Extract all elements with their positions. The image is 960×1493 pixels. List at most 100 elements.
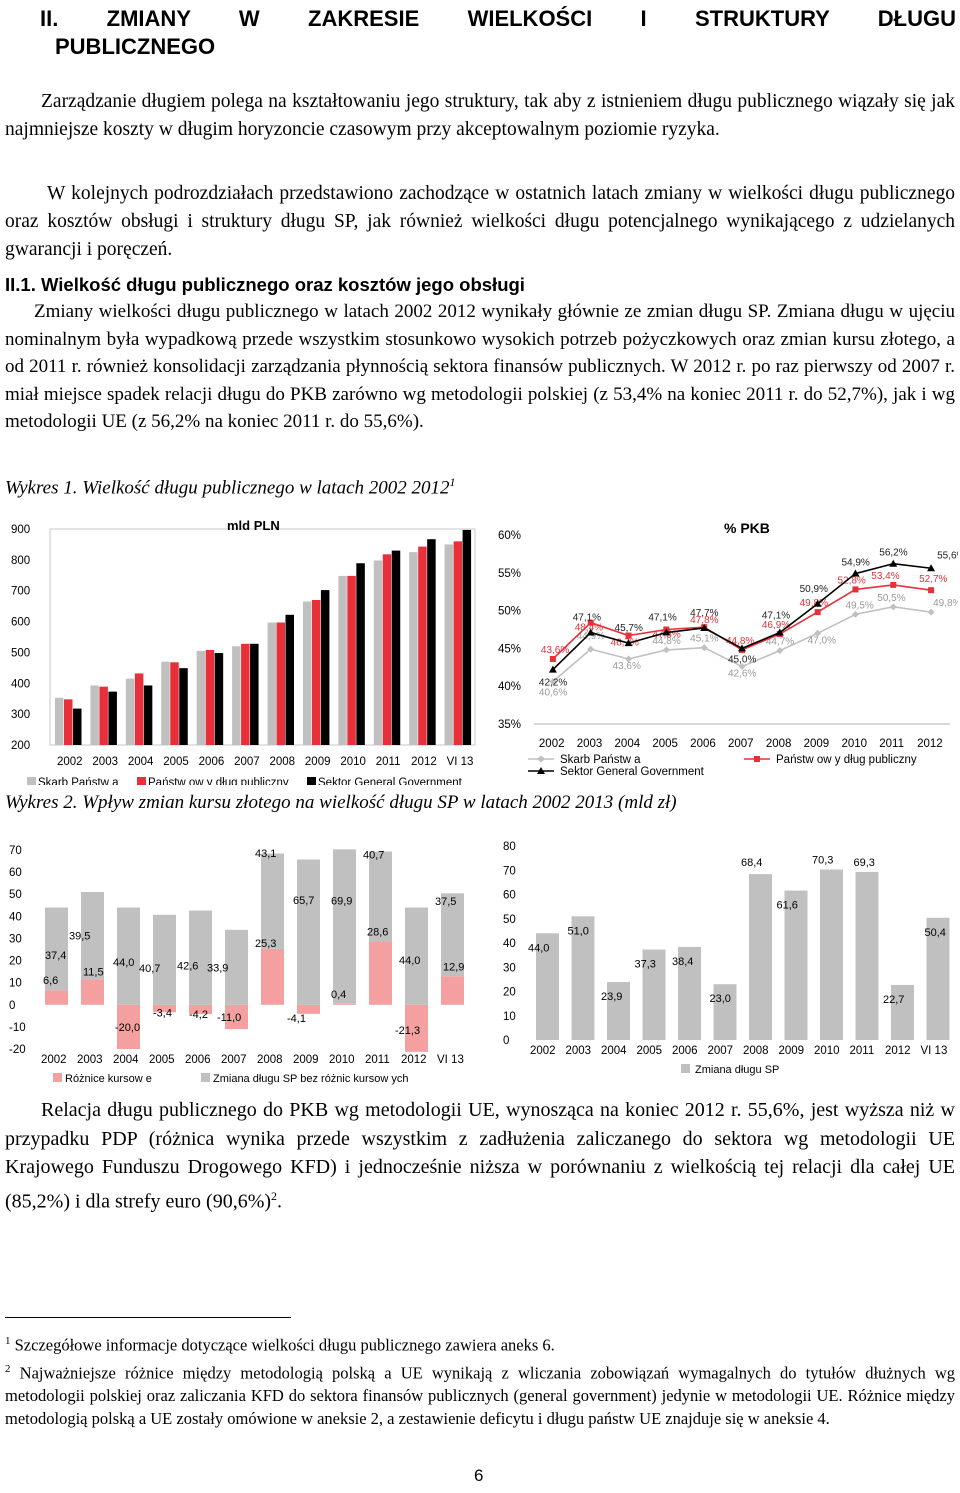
x-tick-label: 2003 (77, 1054, 103, 1066)
point-marker (814, 609, 821, 616)
x-tick-label: 2012 (401, 1054, 427, 1066)
legend-label: Skarb Państw a (560, 754, 641, 766)
data-label: 51,0 (568, 925, 589, 937)
y-tick-label: 900 (11, 524, 30, 536)
section-heading: II.1. Wielkość długu publicznego oraz ko… (5, 274, 525, 295)
point-marker (738, 663, 746, 671)
point-marker (814, 629, 822, 637)
x-tick-label: VI 13 (437, 1054, 464, 1066)
footnote-2-text: Najważniejsze różnice między metodologią… (5, 1363, 956, 1428)
bar-1 (276, 622, 285, 745)
data-label: 44,8% (726, 636, 754, 647)
bar-2 (391, 550, 401, 745)
point-marker (890, 581, 897, 588)
point-marker (889, 603, 897, 611)
bar-2 (179, 668, 188, 745)
y-tick-label: 0 (9, 1000, 15, 1012)
bar-debt-change (189, 910, 212, 1005)
bar-fx-diff (369, 941, 392, 1005)
point-marker (813, 599, 822, 607)
x-tick-label: 2012 (917, 738, 943, 750)
x-tick-label: 2007 (728, 738, 754, 750)
x-tick-label: 2010 (329, 1054, 355, 1066)
chapter-heading-line1: II. ZMIANY W ZAKRESIE WIELKOŚCI I STRUKT… (40, 6, 956, 31)
bar-0 (338, 575, 347, 745)
chart1-caption-text: Wykres 1. Wielkość długu publicznego w l… (5, 477, 450, 499)
data-label: 52,8% (837, 575, 865, 586)
data-label: 28,6 (367, 927, 388, 939)
data-label: 40,6% (539, 688, 567, 699)
y-tick-label: 60% (498, 530, 521, 542)
bar-debt-change (261, 853, 284, 949)
legend-label: Sektor General Government (560, 766, 705, 778)
data-label: 0,4 (331, 989, 346, 1001)
data-label: 69,3 (854, 857, 875, 869)
data-label: 37,4 (45, 950, 66, 962)
bar-fx-diff (81, 979, 104, 1005)
legend-label: Różnice kursow e (65, 1073, 152, 1085)
bar-1 (134, 673, 144, 745)
data-label: 37,5 (435, 896, 456, 908)
data-label: 50,5% (877, 593, 905, 604)
point-marker (851, 569, 860, 577)
bar-2 (462, 529, 472, 745)
bar-debt-change (225, 929, 248, 1005)
data-label: -4,1 (287, 1013, 306, 1025)
bar-debt-change (81, 892, 104, 980)
chapter-heading-line2: PUBLICZNEGO (55, 34, 216, 59)
footnote-1-number: 1 (5, 1335, 11, 1347)
y-tick-label: 35% (498, 719, 521, 731)
x-tick-label: 2011 (376, 756, 401, 768)
bar-0 (55, 697, 64, 745)
x-tick-label: 2009 (305, 756, 331, 768)
data-label: 61,6 (777, 900, 798, 912)
x-tick-label: 2004 (113, 1054, 139, 1066)
y-tick-label: 30 (9, 933, 22, 945)
bar-1 (99, 686, 108, 745)
legend-label: Zmiana długu SP (695, 1064, 779, 1076)
bar-0 (373, 560, 383, 745)
bar-0 (409, 552, 418, 745)
data-label: 68,4 (741, 857, 762, 869)
bar-fx-diff (297, 1004, 320, 1014)
legend-swatch (27, 777, 36, 785)
data-label: 40,7 (363, 850, 384, 862)
data-label: 47,8% (690, 615, 718, 626)
legend-label: Państw ow y dług publiczny (148, 777, 289, 785)
data-label: -20,0 (115, 1022, 140, 1034)
data-label: 44,0 (528, 942, 549, 954)
bar-2 (73, 708, 82, 745)
y-tick-label: -10 (9, 1022, 26, 1034)
x-tick-label: 2008 (257, 1054, 283, 1066)
legend-label: Państw ow y dług publiczny (776, 754, 917, 766)
bar-debt-change (369, 851, 392, 942)
footnote-divider (5, 1317, 291, 1318)
bar-debt-change (642, 949, 666, 1040)
x-tick-label: 2012 (411, 756, 437, 768)
y-tick-label: 50% (498, 606, 521, 618)
bar-2 (214, 653, 224, 745)
intro-paragraph-2: W kolejnych podrozdziałach przedstawiono… (5, 183, 955, 260)
x-tick-label: 2002 (539, 738, 565, 750)
chart-title: mld PLN (227, 518, 280, 533)
bar-1 (205, 649, 215, 745)
data-label: 25,3 (255, 938, 276, 950)
data-label: 49,5% (845, 600, 873, 611)
bar-1 (241, 643, 250, 745)
bar-debt-change (117, 907, 140, 1005)
data-label: 44,7% (766, 637, 794, 648)
bar-fx-diff (405, 1004, 428, 1052)
point-marker (586, 628, 595, 636)
intro-paragraph-1: Zarządzanie długiem polega na kształtowa… (5, 91, 955, 140)
bar-2 (108, 691, 117, 745)
data-label: 37,3 (635, 959, 656, 971)
y-tick-label: 40 (503, 938, 516, 950)
data-label: 54,9% (841, 558, 869, 569)
closing-paragraph: Relacja długu publicznego do PKB wg meto… (5, 1096, 955, 1216)
point-marker (587, 645, 595, 653)
data-label: 47,7% (690, 608, 718, 619)
data-label: 47,1% (762, 611, 790, 622)
x-tick-label: 2005 (652, 738, 678, 750)
bar-debt-change (297, 859, 320, 1005)
